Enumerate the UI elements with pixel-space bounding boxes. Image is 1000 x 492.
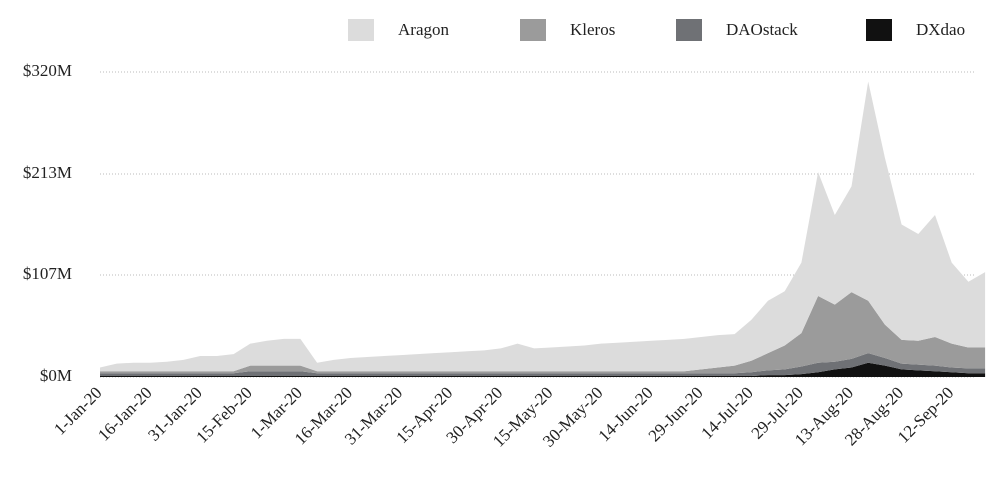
legend-swatch	[520, 19, 546, 41]
area	[100, 353, 986, 377]
legend-swatch	[348, 19, 374, 41]
legend-swatch	[866, 19, 892, 41]
area	[100, 362, 986, 377]
x-tick-label: 12-Sep-20	[894, 383, 958, 447]
legend-label: DAOstack	[726, 20, 798, 39]
y-tick-label: $213M	[23, 163, 72, 182]
y-tick-label: $0M	[40, 366, 72, 385]
x-tick-label: 29-Jun-20	[645, 383, 707, 445]
x-tick-label: 15-Feb-20	[192, 383, 256, 447]
y-tick-label: $320M	[23, 61, 72, 80]
legend-label: DXdao	[916, 20, 965, 39]
x-tick-label: 16-Jan-20	[94, 383, 156, 445]
y-tick-label: $107M	[23, 264, 72, 283]
legend-swatch	[676, 19, 702, 41]
area	[100, 292, 986, 374]
legend-label: Aragon	[398, 20, 449, 39]
x-tick-label: 14-Jul-20	[697, 383, 757, 443]
legend-label: Kleros	[570, 20, 615, 39]
